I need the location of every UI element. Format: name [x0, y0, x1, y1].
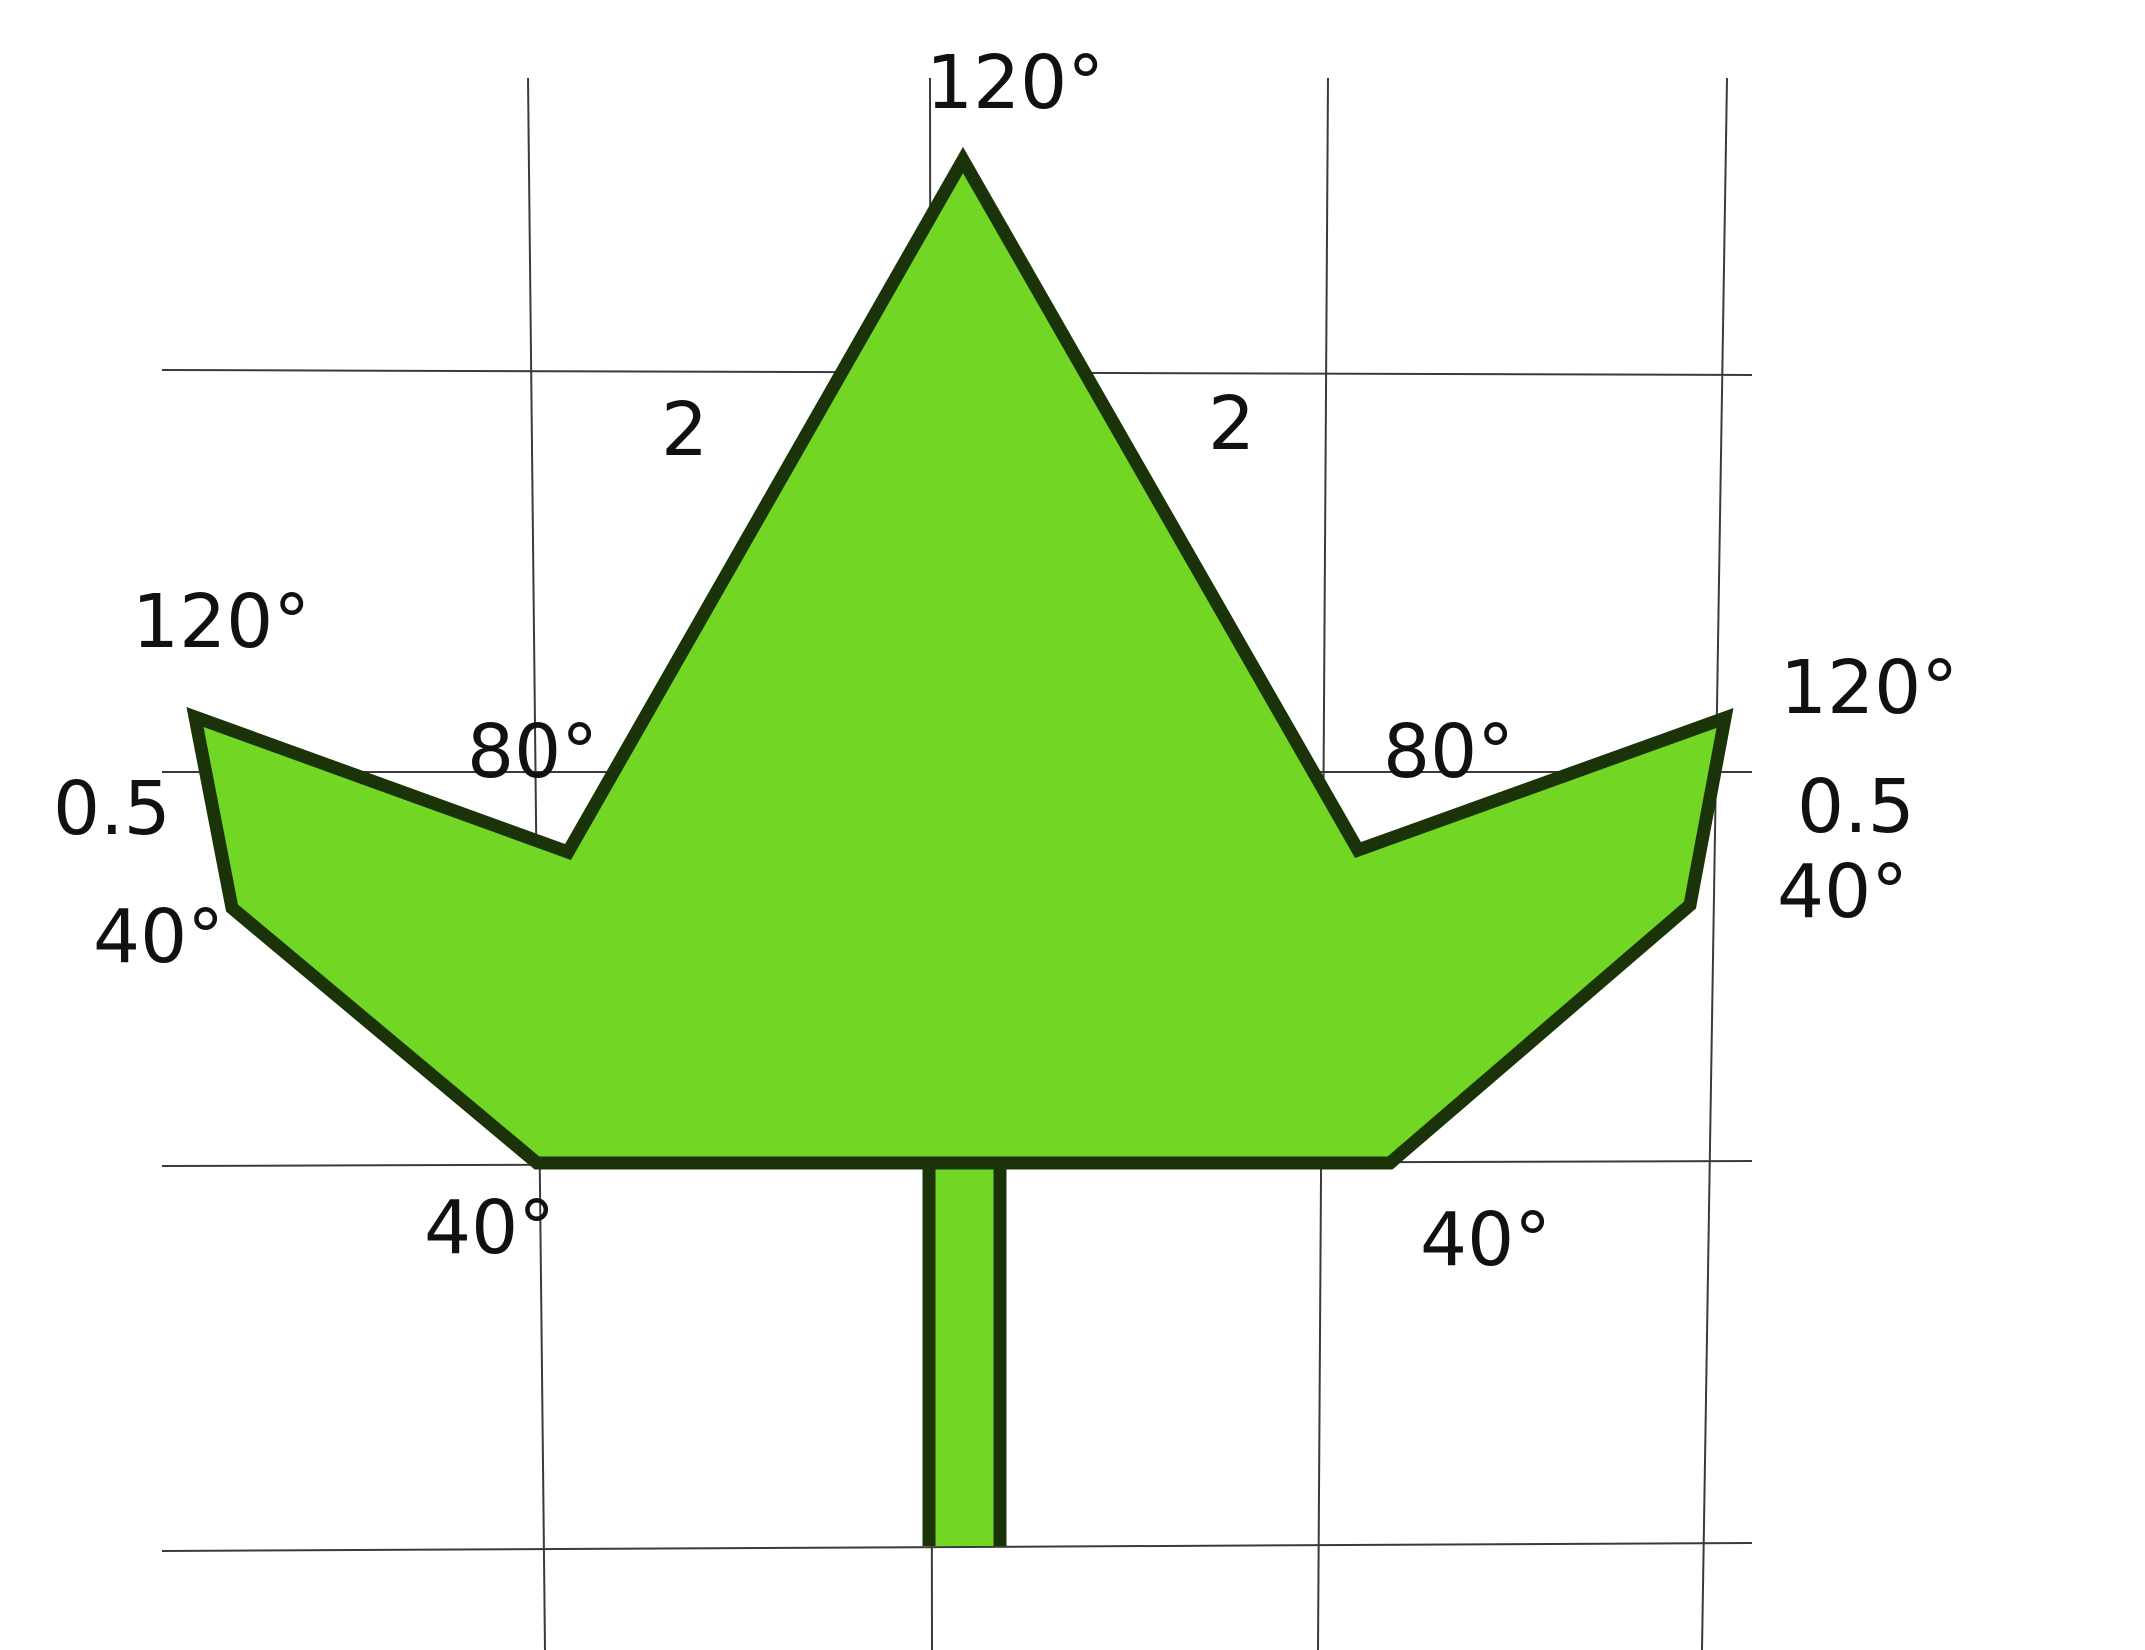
label-left-base-angle: 40° — [424, 1185, 555, 1271]
label-left-notch-angle: 80° — [467, 709, 598, 795]
label-left-lower-angle: 40° — [93, 894, 224, 980]
leaf-blade — [186, 146, 1734, 1170]
label-top-angle: 120° — [926, 40, 1104, 126]
label-left-side-length: 0.5 — [53, 766, 171, 852]
stem-body — [929, 1160, 1004, 1546]
label-right-lower-angle: 40° — [1777, 849, 1908, 935]
grid-line-h4 — [161, 1542, 1753, 1552]
label-left-tip-angle: 120° — [132, 579, 310, 665]
label-right-tip-angle: 120° — [1780, 645, 1958, 731]
grid-line-v4 — [1701, 77, 1728, 1650]
labels: 120° 2 2 120° 120° 80° 80° 0.5 0.5 40° 4… — [53, 40, 1958, 1283]
label-right-side-length: 0.5 — [1797, 764, 1915, 850]
label-right-base-angle: 40° — [1420, 1197, 1551, 1283]
label-right-notch-angle: 80° — [1383, 709, 1514, 795]
leaf-stem — [922, 1160, 1007, 1546]
label-side-upper-left: 2 — [661, 387, 708, 473]
label-side-upper-right: 2 — [1208, 381, 1255, 467]
